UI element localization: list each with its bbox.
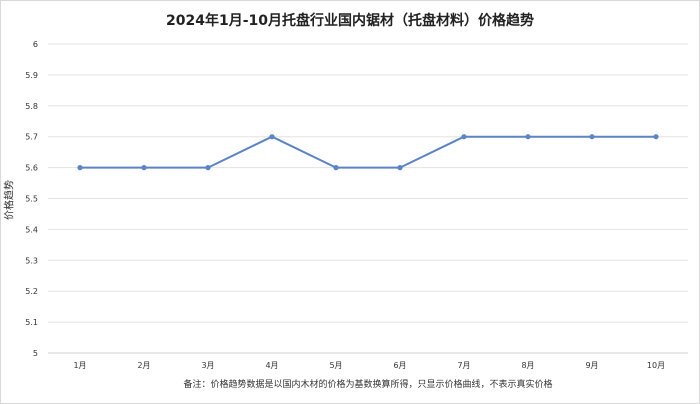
x-tick-label: 3月: [201, 361, 214, 370]
y-tick-label: 5.6: [25, 164, 38, 173]
x-tick-label: 5月: [329, 361, 342, 370]
data-point: [141, 165, 147, 171]
y-tick-label: 5.4: [25, 225, 38, 234]
x-tick-label: 10月: [647, 361, 665, 370]
y-tick-label: 5.5: [25, 195, 38, 204]
series-group: [77, 134, 659, 171]
y-tick-labels: 5 5.1 5.2 5.3 5.4 5.5 5.6 5.7 5.8 5.9 6: [25, 40, 38, 358]
data-point: [333, 165, 339, 171]
data-point: [525, 134, 531, 140]
x-tick-label: 9月: [585, 361, 598, 370]
x-tick-label: 2月: [137, 361, 150, 370]
y-tick-label: 5.8: [25, 102, 38, 111]
y-tick-label: 5.7: [25, 133, 38, 142]
data-point: [77, 165, 83, 171]
y-tick-label: 5.2: [25, 287, 38, 296]
data-point: [461, 134, 467, 140]
data-point: [589, 134, 595, 140]
gridlines: [48, 43, 688, 354]
x-tick-label: 7月: [457, 361, 470, 370]
x-tick-label: 6月: [393, 361, 406, 370]
y-tick-label: 5.3: [25, 256, 38, 265]
y-tick-label: 5: [33, 349, 38, 358]
data-point: [205, 165, 211, 171]
data-point: [653, 134, 659, 140]
x-tick-label: 8月: [521, 361, 534, 370]
y-tick-label: 6: [33, 40, 38, 49]
data-point: [397, 165, 403, 171]
x-tick-label: 4月: [265, 361, 278, 370]
chart-title: 2024年1月-10月托盘行业国内锯材（托盘材料）价格趋势: [166, 13, 534, 29]
x-tick-labels: 1月 2月 3月 4月 5月 6月 7月 8月 9月 10月: [73, 361, 665, 370]
x-tick-label: 1月: [73, 361, 86, 370]
y-tick-label: 5.9: [25, 71, 38, 80]
data-point: [269, 134, 275, 140]
series-line: [80, 135, 656, 169]
chart-note: 备注：价格趋势数据是以国内木材的价格为基数换算所得，只显示价格曲线，不表示真实价…: [183, 380, 553, 390]
y-tick-label: 5.1: [25, 318, 38, 327]
